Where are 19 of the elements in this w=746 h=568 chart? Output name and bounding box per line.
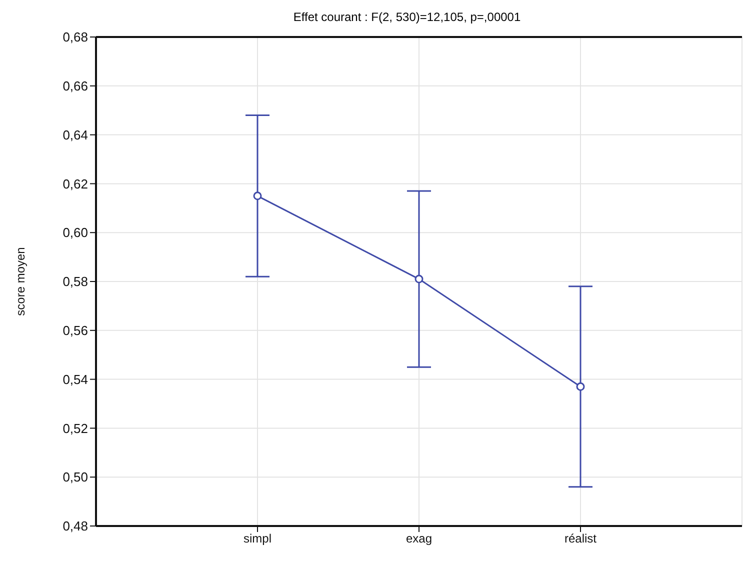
point [253,192,262,200]
x-tick-label: exag [406,532,432,546]
chart-title: Effet courant : F(2, 530)=12,105, p=,00001 [292,9,522,26]
y-tick-label: 0,58 [62,274,88,290]
y-tick-label: 0,60 [62,225,88,240]
x-tick-label: réalist [564,532,598,546]
y-axis-title: score moyen [13,247,28,316]
y-tick-label: 0,50 [62,470,88,485]
y-tick-label: 0,62 [62,176,88,192]
x-tick-label: simpl [243,532,272,546]
point [576,382,585,391]
y-tick-label: 0,64 [62,127,88,142]
y-tick-label: 0,48 [62,518,88,534]
y-tick-label: 0,56 [62,323,88,338]
y-tick-label: 0,54 [62,372,88,387]
point [414,274,424,284]
y-tick-label: 0,66 [62,78,88,94]
y-tick-label: 0,52 [62,420,88,436]
y-tick-label: 0,68 [62,30,88,45]
